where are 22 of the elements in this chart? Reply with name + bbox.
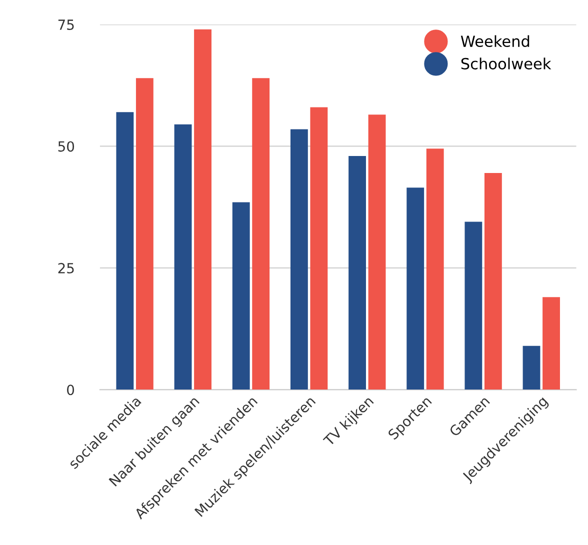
- bar: [136, 78, 154, 390]
- bar: [484, 173, 502, 390]
- bar: [368, 114, 386, 390]
- bar: [252, 78, 270, 390]
- bar: [542, 297, 560, 390]
- bar: [522, 346, 540, 390]
- bar: [232, 202, 250, 390]
- y-tick-label: 25: [58, 262, 74, 274]
- y-tick-label: 50: [58, 141, 74, 152]
- bar: [406, 188, 424, 390]
- bar: [426, 148, 444, 390]
- y-tick-label: 75: [58, 20, 74, 30]
- y-tick-label: 0: [67, 384, 74, 396]
- bar: [194, 29, 212, 390]
- bar: [174, 124, 192, 390]
- bar: [464, 222, 482, 390]
- bar: [348, 156, 366, 390]
- bar: [310, 107, 328, 390]
- bar: [116, 112, 134, 390]
- bar: [290, 129, 308, 390]
- legend-label: Schoolweek: [461, 58, 552, 70]
- legend-label: Weekend: [460, 35, 530, 48]
